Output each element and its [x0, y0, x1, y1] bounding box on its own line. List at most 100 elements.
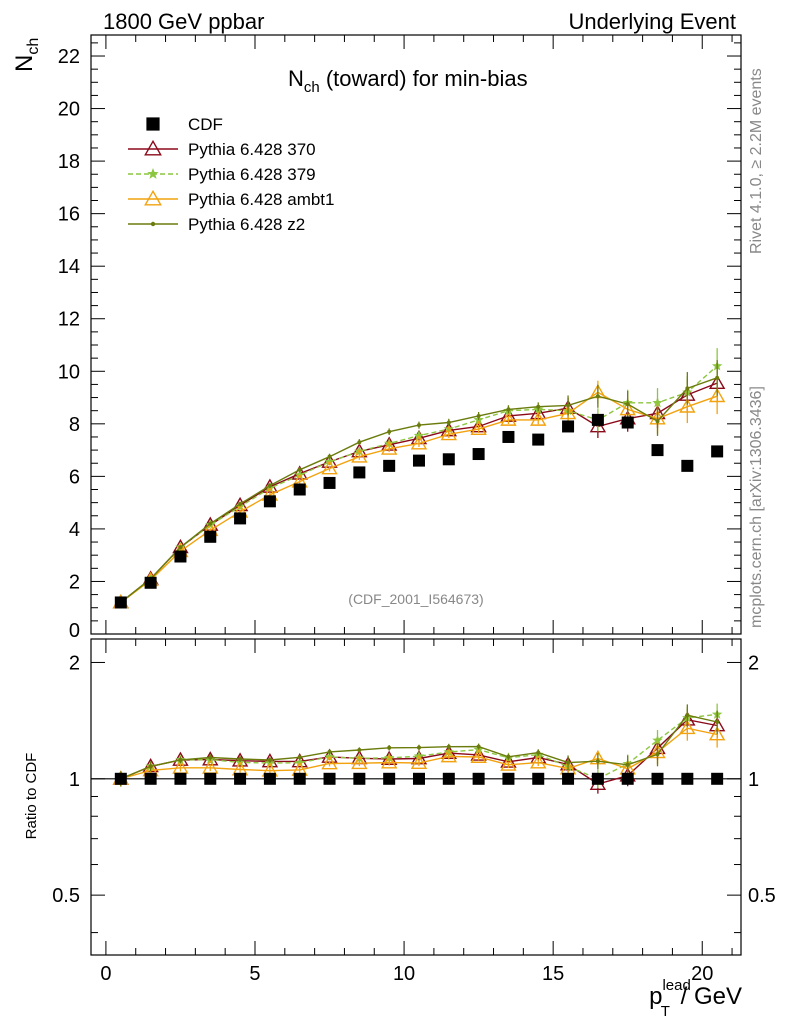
plot-title-main: N: [288, 66, 304, 91]
ratio-frame: [90, 638, 742, 956]
y-tick-label: 10: [58, 361, 80, 383]
series-pythia-6-428-z2: [118, 359, 720, 605]
ratio-point: [595, 759, 600, 764]
data-point: [472, 448, 485, 461]
ratio-point: [204, 772, 217, 785]
ratio-point: [383, 752, 395, 763]
svg-text:Nch: Nch: [11, 38, 42, 72]
data-point: [323, 476, 336, 489]
data-point: [476, 413, 481, 418]
ratio-point: [354, 752, 365, 763]
rivet-label: Rivet 4.1.0, ≥ 2.2M events: [748, 68, 765, 254]
ratio-panel: 0 5 10 15 20 0.5 0.5 1 1 2 2: [52, 638, 776, 985]
legend-label: Pythia 6.428 ambt1: [188, 190, 334, 209]
ratio-point: [530, 754, 547, 769]
ratio-point: [293, 772, 306, 785]
data-point: [446, 420, 451, 425]
ratio-tick-label: 0.5: [52, 885, 80, 907]
ratio-point: [234, 772, 247, 785]
data-point: [293, 483, 306, 496]
ratio-point: [114, 772, 127, 785]
plot-title-sub: ch: [304, 79, 320, 96]
legend-label: CDF: [188, 115, 223, 134]
ratio-tick-label: 2: [69, 652, 80, 674]
ratio-point: [470, 748, 487, 763]
data-point: [178, 545, 183, 550]
data-point: [500, 411, 517, 426]
main-frame: [90, 34, 742, 635]
y-tick-label: 0: [69, 620, 80, 642]
ratio-point: [536, 750, 541, 755]
legend-marker: [144, 189, 162, 206]
data-point: [353, 466, 366, 479]
ratio-tick-label: 2: [748, 652, 759, 674]
data-point: [652, 397, 663, 408]
legend-marker: [146, 117, 160, 131]
y-axis-label: Nch: [11, 38, 42, 72]
legend-item-pythia-6-428-z2: Pythia 6.428 z2: [128, 215, 305, 234]
data-point: [621, 416, 634, 429]
plot-title-rest: (toward) for min-bias: [320, 66, 528, 91]
ratio-point: [566, 760, 571, 765]
data-point: [530, 411, 547, 426]
y-tick-label: 6: [69, 466, 80, 488]
x-tick-label: 0: [100, 963, 111, 985]
ratio-tick-label: 1: [69, 769, 80, 791]
ratio-point: [231, 752, 249, 767]
data-point: [566, 403, 571, 408]
ratio-point: [238, 757, 243, 762]
ratio-axis-label: Ratio to CDF: [23, 753, 40, 840]
series-cdf: [114, 413, 724, 609]
ratio-point: [327, 749, 332, 754]
ratio-series-cdf: [114, 772, 724, 785]
ratio-point: [148, 764, 153, 769]
data-point: [679, 398, 696, 413]
legend-item-pythia-6-428-370: Pythia 6.428 370: [128, 139, 316, 159]
ratio-point: [443, 746, 455, 757]
ratio-point: [440, 747, 458, 763]
x-axis-label-main: p: [649, 983, 662, 1010]
ratio-point: [208, 755, 213, 760]
data-point: [263, 495, 276, 508]
ratio-point: [532, 772, 545, 785]
ratio-point: [651, 772, 664, 785]
legend-item-cdf: CDF: [146, 115, 223, 134]
series-pythia-6-428-370: [112, 365, 726, 609]
y-tick-label: 2: [69, 571, 80, 593]
x-tick-label: 20: [691, 963, 713, 985]
ratio-point: [502, 772, 515, 785]
x-axis-label-sub: T: [661, 1003, 670, 1020]
y-tick-label: 22: [58, 46, 80, 68]
data-point: [595, 394, 600, 399]
ratio-point: [178, 757, 183, 762]
ratio-point: [652, 734, 663, 745]
data-point: [387, 429, 392, 434]
data-point: [685, 386, 690, 391]
legend: CDF Pythia 6.428 370 Pythia 6.428 379 Pythi…: [128, 115, 334, 234]
ratio-point: [472, 772, 485, 785]
ratio-point: [351, 754, 368, 770]
data-point: [321, 460, 338, 475]
x-tick-label: 5: [249, 963, 260, 985]
legend-item-pythia-6-428-379: Pythia 6.428 379: [128, 165, 316, 184]
legend-label: Pythia 6.428 z2: [188, 215, 305, 234]
legend-marker: [150, 221, 156, 227]
ratio-series-pythia-6-428-z2: [118, 704, 720, 787]
x-axis-label-sup: lead: [662, 977, 690, 994]
data-point: [708, 387, 726, 403]
x-axis-label: plead T / GeV: [649, 977, 742, 1020]
ratio-point: [353, 772, 366, 785]
ratio-point: [267, 757, 272, 762]
ratio-point: [625, 762, 630, 767]
ratio-point: [681, 772, 694, 785]
data-point: [144, 576, 157, 589]
ratio-point: [679, 719, 696, 735]
data-point: [174, 550, 187, 563]
data-point: [208, 521, 213, 526]
data-point: [536, 404, 541, 409]
analysis-watermark: (CDF_2001_I564673): [348, 591, 483, 607]
plot-title: Nch (toward) for min-bias: [288, 66, 528, 96]
ratio-point: [297, 755, 302, 760]
ratio-point: [476, 744, 481, 749]
